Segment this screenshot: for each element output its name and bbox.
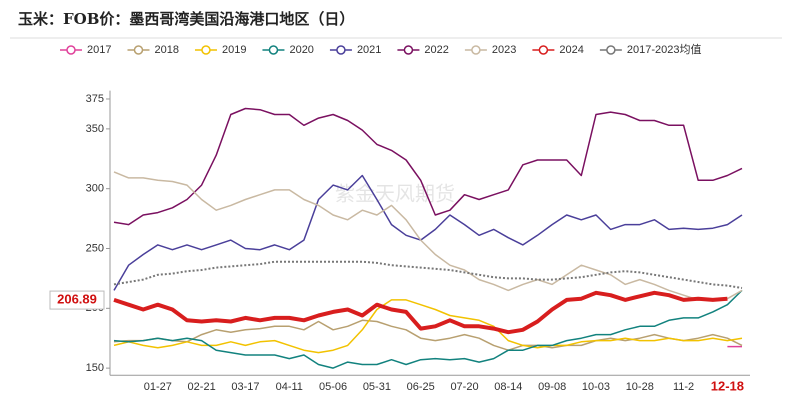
legend-label: 2023 [492,44,516,56]
x-tick-label: 10-28 [626,381,654,393]
x-tick-label: 04-11 [276,381,303,393]
x-tick-label: 07-20 [450,381,478,393]
legend-marker [268,45,279,55]
series-line [113,299,743,354]
series-line [113,289,743,369]
legend-marker [336,45,346,55]
y-tick-label: 375 [86,93,104,105]
x-tick-label: 09-08 [538,381,566,393]
legend-label: 2024 [559,44,583,56]
legend-marker [133,45,144,55]
y-tick-label: 150 [86,362,104,374]
chart-title: 玉米：FOB价：墨西哥湾美国沿海港口地区（日） [18,10,354,28]
y-tick-label: 250 [86,242,104,254]
legend-label: 2019 [222,44,246,56]
watermark: 紫金天风期货 [335,182,455,205]
x-tick-label: 08-14 [494,381,522,393]
y-tick-label: 300 [86,183,104,195]
series-line [113,290,728,335]
x-tick-label: 01-27 [144,381,172,393]
annotation-label: 206.89 [57,292,97,307]
legend-label: 2018 [154,44,178,56]
series-line [113,107,743,226]
legend-marker [403,45,414,55]
legend-marker [201,45,211,55]
x-tick-label: 02-21 [188,381,216,393]
x-tick-label: 10-03 [582,381,610,393]
legend-label: 2017 [87,44,111,56]
x-tick-label: 12-18 [711,379,744,394]
series-line [113,260,743,289]
x-tick-label: 03-17 [231,381,259,393]
legend-marker [66,45,76,55]
annotation-box [49,290,105,310]
series-line [113,174,743,291]
legend-marker [538,45,549,55]
legend-label: 2020 [289,44,313,56]
x-tick-label: 05-31 [363,381,391,393]
legend-marker [471,45,481,55]
x-tick-label: 05-06 [319,381,347,393]
legend-label: 2021 [357,44,381,56]
legend-marker [606,45,616,55]
x-tick-label: 11-2 [673,381,694,393]
legend-label: 2022 [424,44,448,56]
series-line [113,319,743,351]
series-line [113,171,743,301]
legend-label: 2017-2023均值 [627,43,702,56]
y-tick-label: 350 [86,123,104,135]
x-tick-label: 06-25 [407,381,435,393]
